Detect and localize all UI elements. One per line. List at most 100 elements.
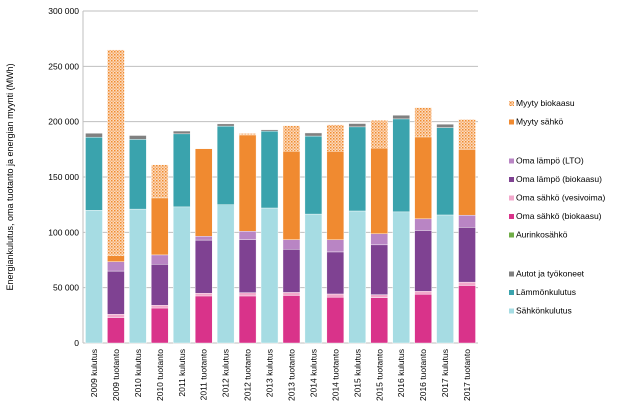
legend-label: Oma sähkö (biokaasu) bbox=[516, 211, 602, 221]
x-tick-label: 2017 kulutus bbox=[440, 349, 450, 397]
bar-segment bbox=[458, 227, 476, 283]
bar-segment bbox=[392, 115, 410, 120]
x-tick-label: 2012 tuotanto bbox=[243, 349, 253, 401]
x-tick-label: 2015 tuotanto bbox=[374, 349, 384, 401]
x-tick-label: 2016 kulutus bbox=[396, 349, 406, 397]
bar-segment bbox=[151, 254, 169, 265]
x-tick-label: 2010 tuotanto bbox=[155, 349, 165, 401]
legend-swatch bbox=[509, 308, 514, 314]
x-axis-ticks: 2009 kulutus 2009 tuotanto 2010 kulutus 201… bbox=[89, 349, 472, 401]
bar-segment bbox=[107, 317, 125, 344]
bar-segment bbox=[326, 151, 345, 240]
x-tick-label: 2017 tuotanto bbox=[462, 349, 472, 401]
legend-swatch bbox=[509, 195, 514, 201]
bar-segment bbox=[260, 129, 279, 132]
bar-segment bbox=[348, 210, 367, 344]
legend: Myyty biokaasu Myyty sähkö Oma lämpö (LTO)… bbox=[509, 98, 605, 316]
bar-segment bbox=[414, 136, 432, 220]
y-tick-label: 50 000 bbox=[53, 283, 79, 293]
x-tick-label: 2012 kulutus bbox=[221, 349, 231, 397]
bar-segment bbox=[129, 208, 147, 344]
bar-segment bbox=[238, 292, 257, 297]
bar-segment bbox=[458, 119, 476, 150]
bar-segment bbox=[85, 136, 103, 211]
bar-segment bbox=[304, 135, 323, 215]
y-tick-label: 0 bbox=[74, 338, 79, 348]
bar-segment bbox=[282, 249, 301, 293]
bar-segment bbox=[216, 125, 235, 205]
bar-segment bbox=[129, 139, 147, 210]
bar-segment bbox=[304, 132, 323, 137]
bar-segment bbox=[194, 236, 213, 241]
bar-segment bbox=[370, 244, 388, 295]
bar-segment bbox=[414, 294, 432, 344]
bar-segment bbox=[194, 295, 213, 344]
bar-segment bbox=[238, 239, 257, 293]
bar-segment bbox=[436, 124, 454, 128]
legend-swatch bbox=[509, 232, 514, 238]
legend-label: Myyty sähkö bbox=[516, 117, 564, 127]
bar-segment bbox=[348, 126, 367, 212]
bar-segment bbox=[282, 292, 301, 296]
bar-segment bbox=[414, 218, 432, 231]
legend-swatch bbox=[509, 271, 514, 277]
x-tick-label: 2013 kulutus bbox=[265, 349, 275, 397]
legend-label: Oma lämpö (biokaasu) bbox=[516, 174, 602, 184]
y-tick-label: 200 000 bbox=[48, 117, 79, 127]
bar-segment bbox=[326, 124, 345, 152]
x-tick-label: 2014 kulutus bbox=[308, 349, 318, 397]
bar-segment bbox=[282, 150, 301, 240]
legend-swatch bbox=[509, 101, 514, 106]
legend-swatch bbox=[509, 214, 514, 219]
bar-segment bbox=[458, 281, 476, 286]
bar-segment bbox=[238, 134, 257, 232]
bar-segment bbox=[282, 125, 301, 152]
bar-segment bbox=[414, 230, 432, 292]
bar-segment bbox=[370, 294, 388, 298]
bar-segment bbox=[260, 207, 279, 344]
bar-segment bbox=[458, 149, 476, 216]
x-tick-label: 2009 tuotanto bbox=[111, 349, 121, 401]
bar-segment bbox=[107, 314, 125, 318]
bar-segment bbox=[85, 133, 103, 138]
bar-segment bbox=[436, 127, 454, 216]
x-tick-label: 2011 tuotanto bbox=[199, 349, 209, 401]
bar-segment bbox=[238, 295, 257, 344]
bar-segment bbox=[151, 305, 169, 309]
bar-segment bbox=[436, 214, 454, 344]
legend-label: Oma lämpö (LTO) bbox=[516, 156, 584, 166]
bar-segment bbox=[194, 148, 213, 237]
bar-segment bbox=[194, 239, 213, 294]
bar-segment bbox=[151, 264, 169, 306]
y-axis-label: Energiankulutus, oma tuotanto ja energia… bbox=[5, 63, 15, 290]
bar-segment bbox=[151, 164, 169, 199]
bar-segment bbox=[458, 285, 476, 344]
bar-segment bbox=[370, 297, 388, 344]
y-axis-ticks: 0 50 000 100 000 150 000 200 000 250 000 300 0… bbox=[48, 6, 79, 348]
x-tick-label: 2015 kulutus bbox=[352, 349, 362, 397]
bar-segment bbox=[107, 270, 125, 315]
y-tick-label: 250 000 bbox=[48, 61, 79, 71]
legend-swatch bbox=[509, 119, 514, 125]
bar-segment bbox=[85, 209, 103, 344]
bar-segment bbox=[282, 295, 301, 344]
bar-segment bbox=[238, 133, 257, 136]
y-tick-label: 100 000 bbox=[48, 227, 79, 237]
bar-segment bbox=[392, 211, 410, 344]
legend-label: Aurinkosähkö bbox=[516, 230, 568, 240]
bar-segment bbox=[370, 147, 388, 234]
bar-segment bbox=[304, 213, 323, 344]
bar-segment bbox=[216, 204, 235, 344]
bar-segment bbox=[370, 120, 388, 149]
bar-segment bbox=[260, 130, 279, 209]
x-tick-label: 2013 tuotanto bbox=[286, 349, 296, 401]
bar-segment bbox=[414, 291, 432, 295]
bar-segment bbox=[326, 251, 345, 295]
bar-segment bbox=[326, 239, 345, 253]
bars bbox=[85, 49, 476, 344]
bar-segment bbox=[458, 214, 476, 228]
bar-segment bbox=[173, 133, 191, 208]
bar-segment bbox=[129, 135, 147, 140]
bar-segment bbox=[238, 231, 257, 240]
